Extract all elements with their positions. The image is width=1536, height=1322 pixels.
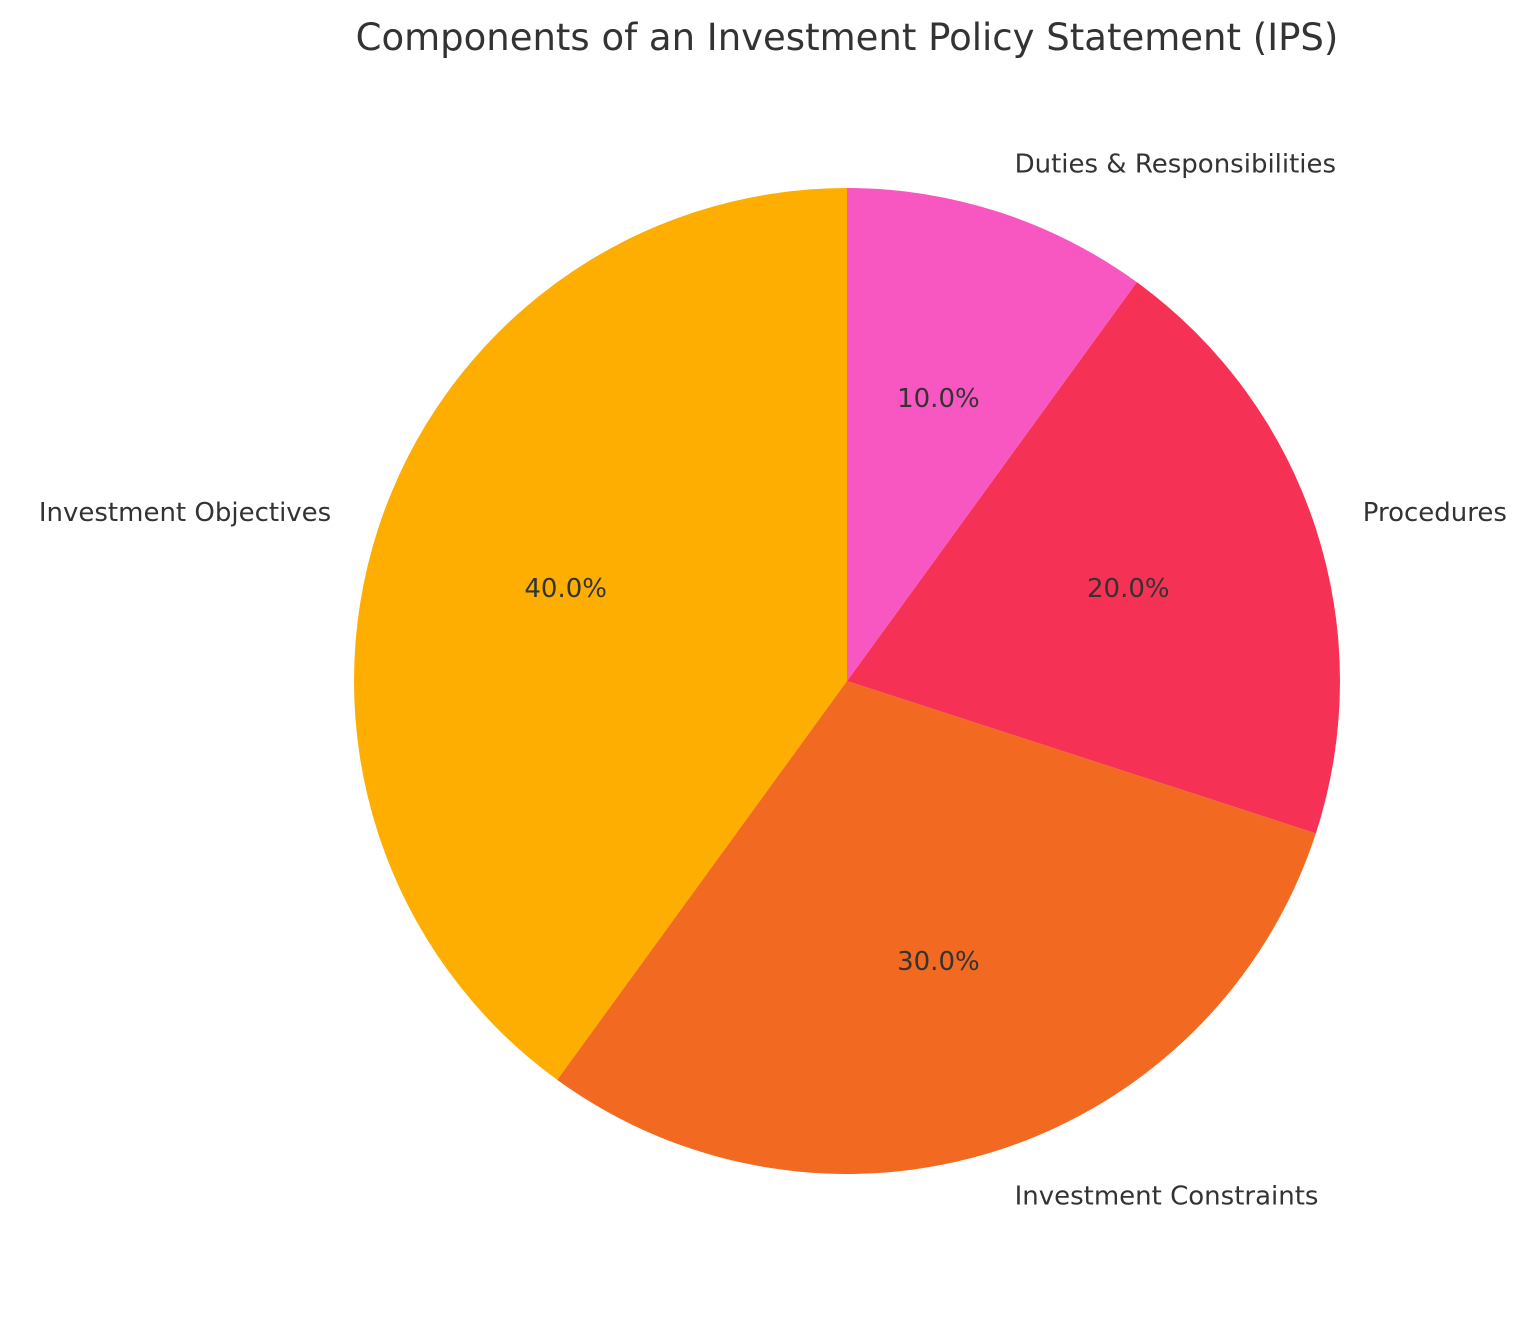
pie-slice-4 — [847, 188, 1137, 681]
pie-slice-2 — [557, 681, 1316, 1174]
slice-label-2: Investment Constraints — [1015, 1181, 1319, 1211]
pie-slices — [354, 188, 1340, 1174]
pie-labels: Investment Objectives 40.0% Investment Con… — [39, 150, 1507, 1212]
slice-label-3: Procedures — [1363, 498, 1507, 528]
percent-label-2: 30.0% — [897, 947, 980, 977]
chart-title: Components of an Investment Policy State… — [356, 16, 1339, 59]
percent-label-1: 40.0% — [524, 574, 607, 604]
pie-slice-1 — [354, 188, 847, 1080]
slice-label-4: Duties & Responsibilities — [1015, 150, 1336, 180]
percent-label-3: 20.0% — [1087, 574, 1170, 604]
percent-label-4: 10.0% — [897, 384, 980, 414]
pie-slice-3 — [847, 282, 1340, 834]
slice-label-1: Investment Objectives — [39, 498, 331, 528]
